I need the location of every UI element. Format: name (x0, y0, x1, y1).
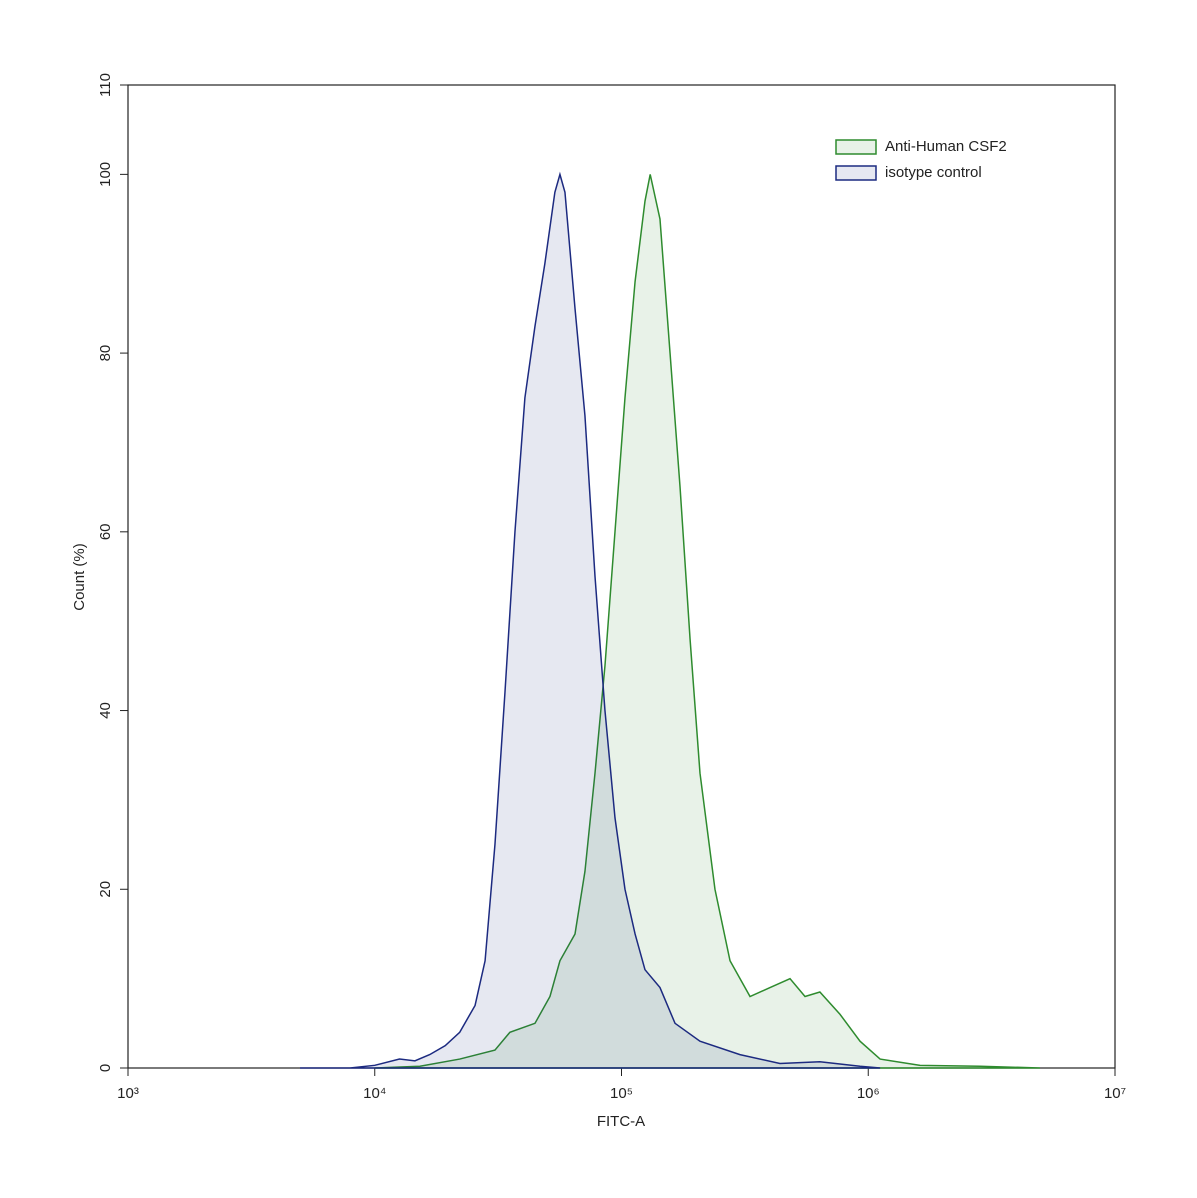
x-tick-label: 10⁵ (610, 1085, 633, 1102)
y-tick-label: 100 (97, 162, 114, 187)
histogram-area (374, 174, 1041, 1069)
y-tick-label: 60 (97, 523, 114, 540)
histogram-area (300, 171, 881, 1069)
x-tick-label: 10⁴ (363, 1085, 386, 1102)
y-axis-label: Count (%) (71, 543, 88, 611)
x-axis-label: FITC-A (597, 1113, 645, 1130)
y-tick-label: 0 (97, 1064, 114, 1072)
x-tick-label: 10⁷ (1104, 1085, 1126, 1102)
legend-swatch (835, 165, 877, 181)
y-tick-label: 20 (97, 881, 114, 898)
legend-label: Anti-Human CSF2 (885, 138, 1007, 155)
legend-label: isotype control (885, 164, 982, 181)
legend-swatch (835, 139, 877, 155)
y-tick-label: 80 (97, 345, 114, 362)
y-tick-label: 40 (97, 702, 114, 719)
y-tick-label: 110 (97, 73, 114, 97)
x-tick-label: 10⁶ (857, 1085, 880, 1102)
x-tick-label: 10³ (117, 1085, 139, 1102)
